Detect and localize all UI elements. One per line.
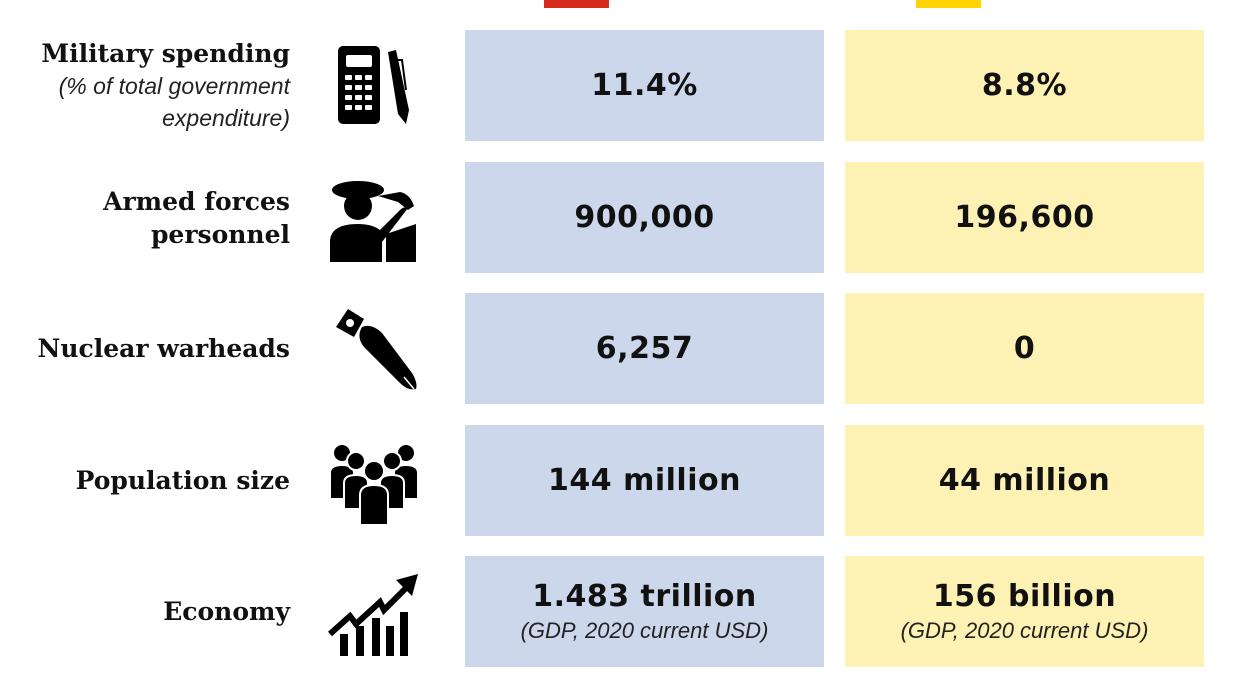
left-value: 144 million [548, 463, 741, 498]
right-value: 8.8% [981, 68, 1068, 103]
right-value: 44 million [938, 463, 1111, 498]
label-main: Military spending [41, 39, 290, 68]
row-economy: Economy 1.483 trillion (GDP, 2020 curren… [0, 556, 1245, 667]
row-nuclear-warheads: Nuclear warheads 6,257 0 [0, 293, 1245, 404]
right-flag-bar [916, 0, 981, 8]
label-main: Economy [163, 597, 290, 626]
right-value-cell: 196,600 [845, 162, 1204, 273]
label-main: Armed forces personnel [103, 186, 290, 249]
label-main: Population size [75, 466, 290, 495]
label-sub: (% of total government expenditure) [58, 73, 290, 131]
right-value: 156 billion [932, 579, 1117, 614]
left-value: 1.483 trillion [532, 579, 757, 614]
left-note: (GDP, 2020 current USD) [520, 618, 769, 643]
row-label: Population size [76, 425, 290, 536]
row-population: Population size 144 million 44 million [0, 425, 1245, 536]
bomb-icon [336, 309, 417, 390]
right-value-cell: 156 billion (GDP, 2020 current USD) [845, 556, 1204, 667]
row-armed-forces: Armed forces personnel 900,000 196,600 [0, 162, 1245, 273]
growth-chart-icon [327, 574, 418, 656]
right-value: 196,600 [954, 200, 1095, 235]
left-flag-bar [544, 0, 609, 8]
row-label: Economy [163, 556, 290, 667]
left-value-cell: 900,000 [465, 162, 824, 273]
left-value: 900,000 [574, 200, 715, 235]
crowd-icon [329, 443, 419, 526]
left-value-cell: 6,257 [465, 293, 824, 404]
right-value: 0 [1013, 331, 1036, 366]
left-value-cell: 1.483 trillion (GDP, 2020 current USD) [465, 556, 824, 667]
row-label: Nuclear warheads [38, 293, 290, 404]
left-value: 6,257 [595, 331, 694, 366]
saluting-soldier-icon [330, 181, 416, 262]
right-value-cell: 44 million [845, 425, 1204, 536]
left-value-cell: 144 million [465, 425, 824, 536]
left-value-cell: 11.4% [465, 30, 824, 141]
right-note: (GDP, 2020 current USD) [900, 618, 1149, 643]
label-main: Nuclear warheads [37, 334, 290, 363]
row-label: Armed forces personnel [90, 162, 290, 273]
right-value-cell: 8.8% [845, 30, 1204, 141]
row-label: Military spending (% of total government… [30, 30, 290, 141]
right-value-cell: 0 [845, 293, 1204, 404]
row-military-spending: Military spending (% of total government… [0, 30, 1245, 141]
calculator-pen-icon [338, 46, 409, 124]
left-value: 11.4% [591, 68, 698, 103]
